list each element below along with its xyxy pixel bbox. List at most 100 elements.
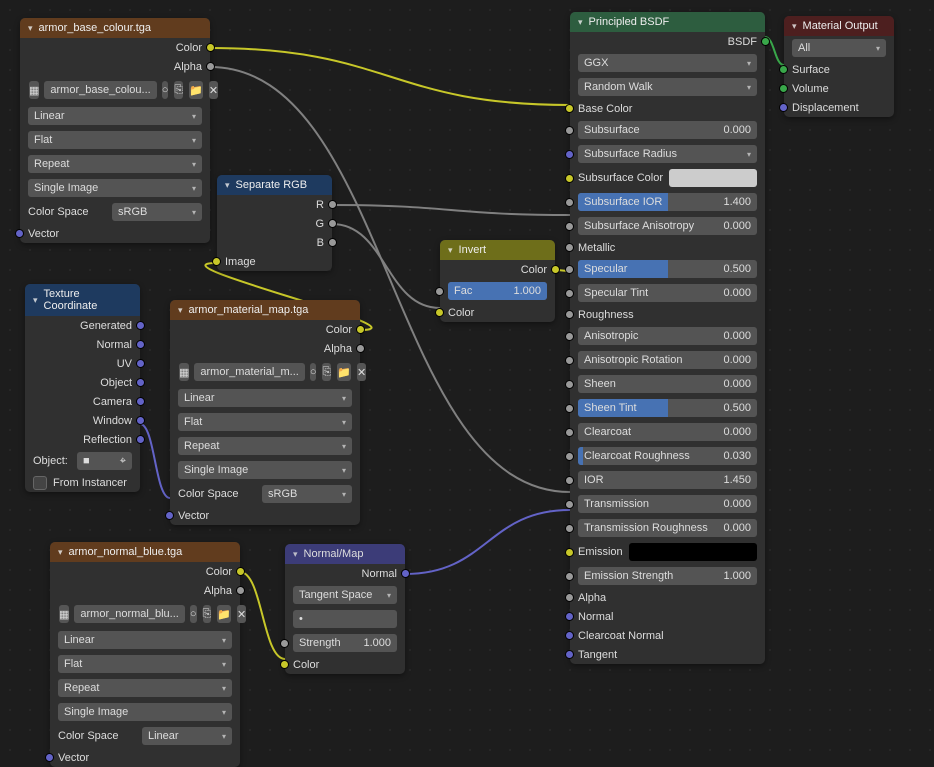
input-volume: Volume	[792, 83, 829, 95]
chevron-down-icon: ▾	[33, 295, 38, 306]
colorspace-dropdown[interactable]: sRGB▾	[262, 485, 352, 503]
extension-dropdown[interactable]: Repeat▾	[178, 437, 352, 455]
fake-user-icon[interactable]: ○	[162, 81, 169, 99]
out-window: Window	[93, 415, 132, 427]
strength-slider[interactable]: Strength1.000	[293, 634, 397, 652]
param-tangent: Tangent	[570, 645, 765, 664]
output-alpha: Alpha	[324, 343, 352, 355]
node-title: armor_material_map.tga	[189, 304, 309, 316]
image-icon[interactable]: ▦	[59, 605, 69, 623]
fake-user-icon[interactable]: ○	[190, 605, 197, 623]
node-header[interactable]: ▾Separate RGB	[217, 175, 332, 195]
new-icon[interactable]: ⎘	[203, 605, 212, 623]
unlink-icon[interactable]: ✕	[357, 363, 366, 381]
input-surface: Surface	[792, 64, 830, 76]
node-separate-rgb[interactable]: ▾Separate RGB R G B Image	[217, 175, 332, 271]
sss-method-dropdown[interactable]: Random Walk▾	[578, 78, 757, 96]
interp-dropdown[interactable]: Linear▾	[58, 631, 232, 649]
fake-user-icon[interactable]: ○	[310, 363, 317, 381]
param-emission: Emission	[570, 540, 765, 564]
node-header[interactable]: ▾Principled BSDF	[570, 12, 765, 32]
node-header[interactable]: ▾Invert	[440, 240, 555, 260]
output-color: Color	[206, 566, 232, 578]
from-instancer-label: From Instancer	[53, 477, 127, 489]
colorspace-dropdown[interactable]: sRGB▾	[112, 203, 202, 221]
image-name[interactable]: armor_base_colou...	[50, 84, 150, 96]
projection-dropdown[interactable]: Flat▾	[58, 655, 232, 673]
projection-dropdown[interactable]: Flat▾	[28, 131, 202, 149]
param-normal: Normal	[570, 607, 765, 626]
node-normal-map[interactable]: ▾Normal/Map Normal Tangent Space▾ • Stre…	[285, 544, 405, 674]
chevron-down-icon: ▾	[578, 17, 583, 28]
open-icon[interactable]: 📁	[217, 605, 231, 623]
node-armor-material-map[interactable]: ▾armor_material_map.tga Color Alpha ▦ ar…	[170, 300, 360, 525]
node-header[interactable]: ▾Normal/Map	[285, 544, 405, 564]
unlink-icon[interactable]: ✕	[209, 81, 218, 99]
interp-dropdown[interactable]: Linear▾	[178, 389, 352, 407]
node-armor-normal-blue[interactable]: ▾ armor_normal_blue.tga Color Alpha ▦ arm…	[50, 542, 240, 767]
source-dropdown[interactable]: Single Image▾	[58, 703, 232, 721]
param-clearcoat-normal: Clearcoat Normal	[570, 626, 765, 645]
uvmap-field[interactable]: •	[293, 610, 397, 628]
input-image: Image	[225, 256, 256, 268]
node-header[interactable]: ▾Texture Coordinate	[25, 284, 140, 316]
param-roughness: Roughness	[570, 305, 765, 324]
output-alpha: Alpha	[204, 585, 232, 597]
param-sheen: Sheen0.000	[570, 372, 765, 396]
node-texture-coordinate[interactable]: ▾Texture Coordinate Generated Normal UV …	[25, 284, 140, 492]
param-subsurface-color: Subsurface Color	[570, 166, 765, 190]
output-bsdf: BSDF	[728, 36, 757, 48]
unlink-icon[interactable]: ✕	[237, 605, 246, 623]
new-icon[interactable]: ⎘	[322, 363, 331, 381]
node-invert[interactable]: ▾Invert Color Fac1.000 Color	[440, 240, 555, 322]
target-dropdown[interactable]: All▾	[792, 39, 886, 57]
chevron-down-icon: ▾	[448, 245, 453, 256]
node-title: armor_normal_blue.tga	[69, 546, 183, 558]
node-title: Material Output	[803, 20, 878, 32]
node-armor-base-colour[interactable]: ▾armor_base_colour.tga Color Alpha ▦ arm…	[20, 18, 210, 243]
space-dropdown[interactable]: Tangent Space▾	[293, 586, 397, 604]
image-icon[interactable]: ▦	[179, 363, 189, 381]
image-name[interactable]: armor_material_m...	[200, 366, 298, 378]
out-reflection: Reflection	[83, 434, 132, 446]
param-sheen-tint: Sheen Tint0.500	[570, 396, 765, 420]
fac-slider[interactable]: Fac1.000	[448, 282, 547, 300]
chevron-down-icon: ▾	[293, 549, 298, 560]
colorspace-dropdown[interactable]: Linear▾	[142, 727, 232, 745]
param-specular: Specular0.500	[570, 257, 765, 281]
source-dropdown[interactable]: Single Image▾	[178, 461, 352, 479]
source-dropdown[interactable]: Single Image▾	[28, 179, 202, 197]
chevron-down-icon: ▾	[58, 547, 63, 558]
open-icon[interactable]: 📁	[337, 363, 351, 381]
param-transmission: Transmission0.000	[570, 492, 765, 516]
chevron-down-icon: ▾	[792, 21, 797, 32]
extension-dropdown[interactable]: Repeat▾	[28, 155, 202, 173]
param-ior: IOR1.450	[570, 468, 765, 492]
object-label: Object:	[33, 455, 68, 467]
projection-dropdown[interactable]: Flat▾	[178, 413, 352, 431]
extension-dropdown[interactable]: Repeat▾	[58, 679, 232, 697]
new-icon[interactable]: ⎘	[174, 81, 183, 99]
param-transmission-roughness: Transmission Roughness0.000	[570, 516, 765, 540]
out-g: G	[315, 218, 324, 230]
param-subsurface: Subsurface0.000	[570, 118, 765, 142]
object-picker[interactable]: ■⌖	[77, 452, 132, 470]
param-specular-tint: Specular Tint0.000	[570, 281, 765, 305]
node-header[interactable]: ▾armor_base_colour.tga	[20, 18, 210, 38]
image-name[interactable]: armor_normal_blu...	[80, 608, 178, 620]
output-color: Color	[521, 264, 547, 276]
node-principled-bsdf[interactable]: ▾Principled BSDF BSDF GGX▾ Random Walk▾ …	[570, 12, 765, 664]
node-material-output[interactable]: ▾Material Output All▾ Surface Volume Dis…	[784, 16, 894, 117]
node-header[interactable]: ▾ armor_normal_blue.tga	[50, 542, 240, 562]
interp-dropdown[interactable]: Linear▾	[28, 107, 202, 125]
node-header[interactable]: ▾armor_material_map.tga	[170, 300, 360, 320]
node-header[interactable]: ▾ Material Output	[784, 16, 894, 36]
from-instancer-checkbox[interactable]	[33, 476, 47, 490]
distribution-dropdown[interactable]: GGX▾	[578, 54, 757, 72]
param-clearcoat-roughness: Clearcoat Roughness0.030	[570, 444, 765, 468]
open-icon[interactable]: 📁	[189, 81, 203, 99]
param-alpha: Alpha	[570, 588, 765, 607]
input-color: Color	[293, 659, 319, 671]
input-vector: Vector	[28, 228, 59, 240]
image-icon[interactable]: ▦	[29, 81, 39, 99]
